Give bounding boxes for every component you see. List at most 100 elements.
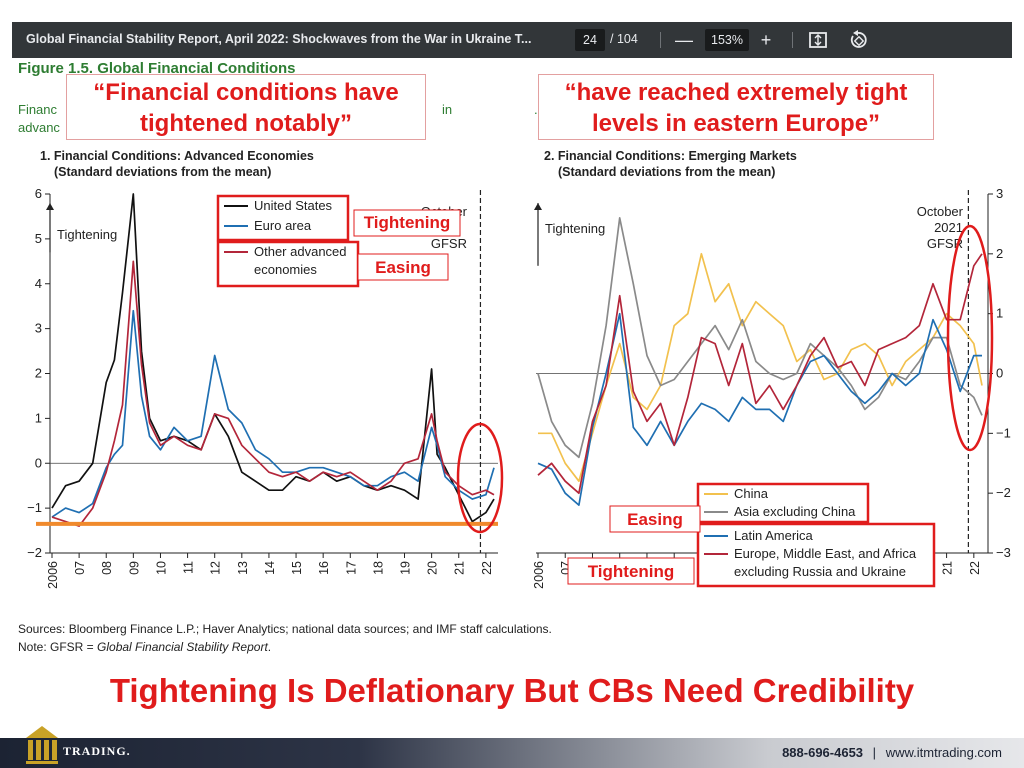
figure-subtitle-fragment: in	[442, 102, 453, 117]
legend-label: economies	[254, 262, 317, 277]
zoom-level-input[interactable]: 153%	[705, 29, 749, 51]
panel1-title-units: (Standard deviations from the mean)	[54, 165, 272, 179]
x-tick-label: 11	[182, 561, 196, 574]
series-line-united-states	[51, 193, 495, 523]
pdf-toolbar: Global Financial Stability Report, April…	[12, 22, 1012, 58]
highlight-ellipse	[456, 422, 504, 534]
legend-label: United States	[254, 198, 333, 213]
legend-box-easing	[696, 482, 870, 524]
october-year-label: 2021	[934, 220, 963, 235]
series-line-other-advanced-economies	[51, 260, 495, 527]
tag-tightening-box	[353, 209, 461, 237]
y-tick-label: 3	[996, 186, 1003, 201]
tightening-label: Tightening	[545, 221, 605, 236]
october-label: October	[917, 204, 964, 219]
tag-tightening-label: Tightening	[364, 213, 451, 232]
x-tick-label: 08	[100, 561, 114, 575]
series-line-europe-middle-east-and-africa-excluding-russia-and-ukraine	[537, 253, 983, 495]
tag-easing-box	[357, 253, 449, 281]
chart-emerging-markets: −3−2−10123200607080910111213141516171819…	[532, 186, 1011, 589]
legend-label: Europe, Middle East, and Africa	[734, 546, 917, 561]
legend-label: Other advanced	[254, 244, 347, 259]
figure-subtitle-fragment: Financ	[18, 102, 58, 117]
panel1-title: 1. Financial Conditions: Advanced Econom…	[40, 148, 314, 180]
legend-label: China	[734, 486, 769, 501]
slide-headline: Tightening Is Deflationary But CBs Need …	[109, 672, 915, 709]
x-tick-label: 15	[290, 561, 304, 575]
x-tick-label: 17	[344, 561, 358, 575]
legend-box-easing	[216, 240, 360, 288]
y-tick-label: −2	[996, 485, 1011, 500]
contact-separator: |	[872, 745, 877, 760]
tag-tightening-box	[567, 557, 695, 585]
legend-label: excluding Russia and Ukraine	[734, 564, 906, 579]
legend-box-tightening	[696, 522, 936, 588]
y-tick-label: 3	[35, 321, 42, 336]
note-suffix: .	[267, 640, 272, 654]
x-tick-label: 12	[209, 561, 223, 575]
x-tick-label: 19	[399, 561, 413, 575]
y-tick-label: 0	[996, 366, 1003, 381]
y-tick-label: −3	[996, 545, 1011, 560]
panel2-title-main: 2. Financial Conditions: Emerging Market…	[544, 149, 797, 163]
y-tick-label: 2	[996, 246, 1003, 261]
y-tick-label: 4	[35, 276, 42, 291]
zoom-in-button[interactable]: +	[760, 30, 772, 50]
tag-easing-label: Easing	[375, 258, 431, 277]
toolbar-divider	[660, 32, 661, 48]
phone-number: 888-696-4653	[782, 745, 864, 760]
figure-subtitle-fragment: advanc	[18, 120, 60, 135]
page-number-input[interactable]: 24	[575, 29, 605, 51]
arrow-head-icon	[46, 202, 54, 210]
legend-label: Euro area	[254, 218, 312, 233]
tightening-label: Tightening	[57, 227, 117, 242]
note-italic: Global Financial Stability Report	[97, 640, 268, 654]
tag-tightening-label: Tightening	[588, 562, 675, 581]
arrow-head-icon	[534, 202, 542, 210]
rotate-icon[interactable]	[846, 28, 870, 52]
y-tick-label: 1	[996, 306, 1003, 321]
x-tick-label: 21	[453, 561, 467, 575]
x-tick-label: 20	[426, 561, 440, 575]
y-tick-label: 5	[35, 231, 42, 246]
y-tick-label: −1	[27, 500, 42, 515]
series-line-china	[538, 252, 983, 483]
x-tick-label: 10	[154, 561, 168, 575]
x-tick-label: 22	[968, 561, 982, 575]
website-link[interactable]: www.itmtrading.com	[885, 745, 1002, 760]
highlight-ellipse	[946, 224, 994, 452]
brand-bar	[0, 738, 1024, 768]
y-tick-label: 6	[35, 186, 42, 201]
figure-note: Note: GFSR = Global Financial Stability …	[18, 640, 271, 654]
y-tick-label: 1	[35, 410, 42, 425]
x-tick-label: 22	[480, 561, 494, 575]
document-page: Figure 1.5. Global Financial Conditions …	[12, 58, 1012, 662]
fit-page-icon[interactable]	[806, 28, 830, 52]
panel2-title: 2. Financial Conditions: Emerging Market…	[544, 148, 797, 180]
note-prefix: Note: GFSR =	[18, 640, 98, 654]
toolbar-divider	[792, 32, 793, 48]
figure-title: Figure 1.5. Global Financial Conditions	[18, 60, 296, 77]
itm-logo-icon	[26, 726, 58, 764]
panel2-title-units: (Standard deviations from the mean)	[558, 165, 776, 179]
x-tick-label: 2006	[532, 561, 546, 589]
panel1-title-main: 1. Financial Conditions: Advanced Econom…	[40, 149, 314, 163]
figure-sources: Sources: Bloomberg Finance L.P.; Haver A…	[18, 622, 552, 636]
gfsr-label: GFSR	[431, 236, 467, 251]
x-tick-label: 13	[236, 561, 250, 575]
legend-label: Asia excluding China	[734, 504, 856, 519]
zoom-out-button[interactable]: —	[675, 30, 693, 50]
legend-box-tightening	[216, 194, 350, 242]
x-tick-label: 16	[317, 561, 331, 575]
x-tick-label: 07	[73, 561, 87, 575]
logo-wordmark-sub: TRADING.	[63, 744, 131, 758]
series-line-euro-area	[51, 309, 495, 518]
y-tick-label: 2	[35, 366, 42, 381]
quote-right: “have reached extremely tight levels in …	[538, 74, 934, 140]
document-title: Global Financial Stability Report, April…	[26, 32, 532, 46]
legend-label: Latin America	[734, 528, 814, 543]
quote-left: “Financial conditions have tightened not…	[66, 74, 426, 140]
logo-wordmark: ITM	[62, 716, 115, 743]
